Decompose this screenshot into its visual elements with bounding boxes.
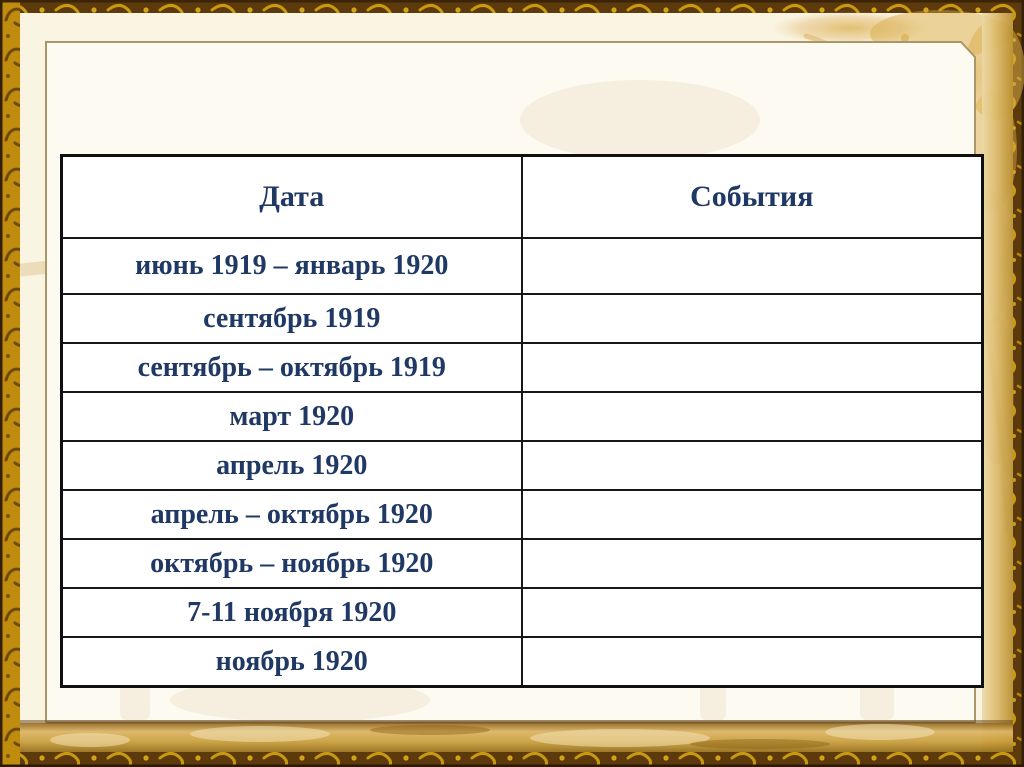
- event-cell: [520, 391, 984, 442]
- event-cell: [520, 538, 984, 589]
- table-row: март 1920: [60, 391, 984, 442]
- date-cell: сентябрь – октябрь 1919: [60, 342, 523, 393]
- table-row: апрель – октябрь 1920: [60, 489, 984, 540]
- event-cell: [520, 293, 984, 344]
- table-row: сентябрь – октябрь 1919: [60, 342, 984, 393]
- column-header-date: Дата: [60, 154, 523, 239]
- frame-inner-gold-lip-right: [982, 13, 1013, 752]
- event-cell: [520, 342, 984, 393]
- date-cell: апрель – октябрь 1920: [60, 489, 523, 540]
- event-cell: [520, 587, 984, 638]
- event-cell: [520, 237, 984, 295]
- date-cell: 7-11 ноября 1920: [60, 587, 523, 638]
- date-cell: апрель 1920: [60, 440, 523, 491]
- event-cell: [520, 636, 984, 688]
- table-row: ноябрь 1920: [60, 636, 984, 688]
- date-cell: ноябрь 1920: [60, 636, 523, 688]
- event-cell: [520, 440, 984, 491]
- date-cell: октябрь – ноябрь 1920: [60, 538, 523, 589]
- events-table: Дата События июнь 1919 – январь 1920 сен…: [60, 154, 984, 688]
- table-row: июнь 1919 – январь 1920: [60, 237, 984, 295]
- header-row: Дата События: [60, 154, 984, 239]
- date-cell: март 1920: [60, 391, 523, 442]
- table-row: апрель 1920: [60, 440, 984, 491]
- date-cell: сентябрь 1919: [60, 293, 523, 344]
- column-header-events: События: [520, 154, 984, 239]
- table-row: 7-11 ноября 1920: [60, 587, 984, 638]
- bottom-gold-band: [20, 720, 1013, 752]
- date-cell: июнь 1919 – январь 1920: [60, 237, 523, 295]
- table-row: сентябрь 1919: [60, 293, 984, 344]
- table-row: октябрь – ноябрь 1920: [60, 538, 984, 589]
- event-cell: [520, 489, 984, 540]
